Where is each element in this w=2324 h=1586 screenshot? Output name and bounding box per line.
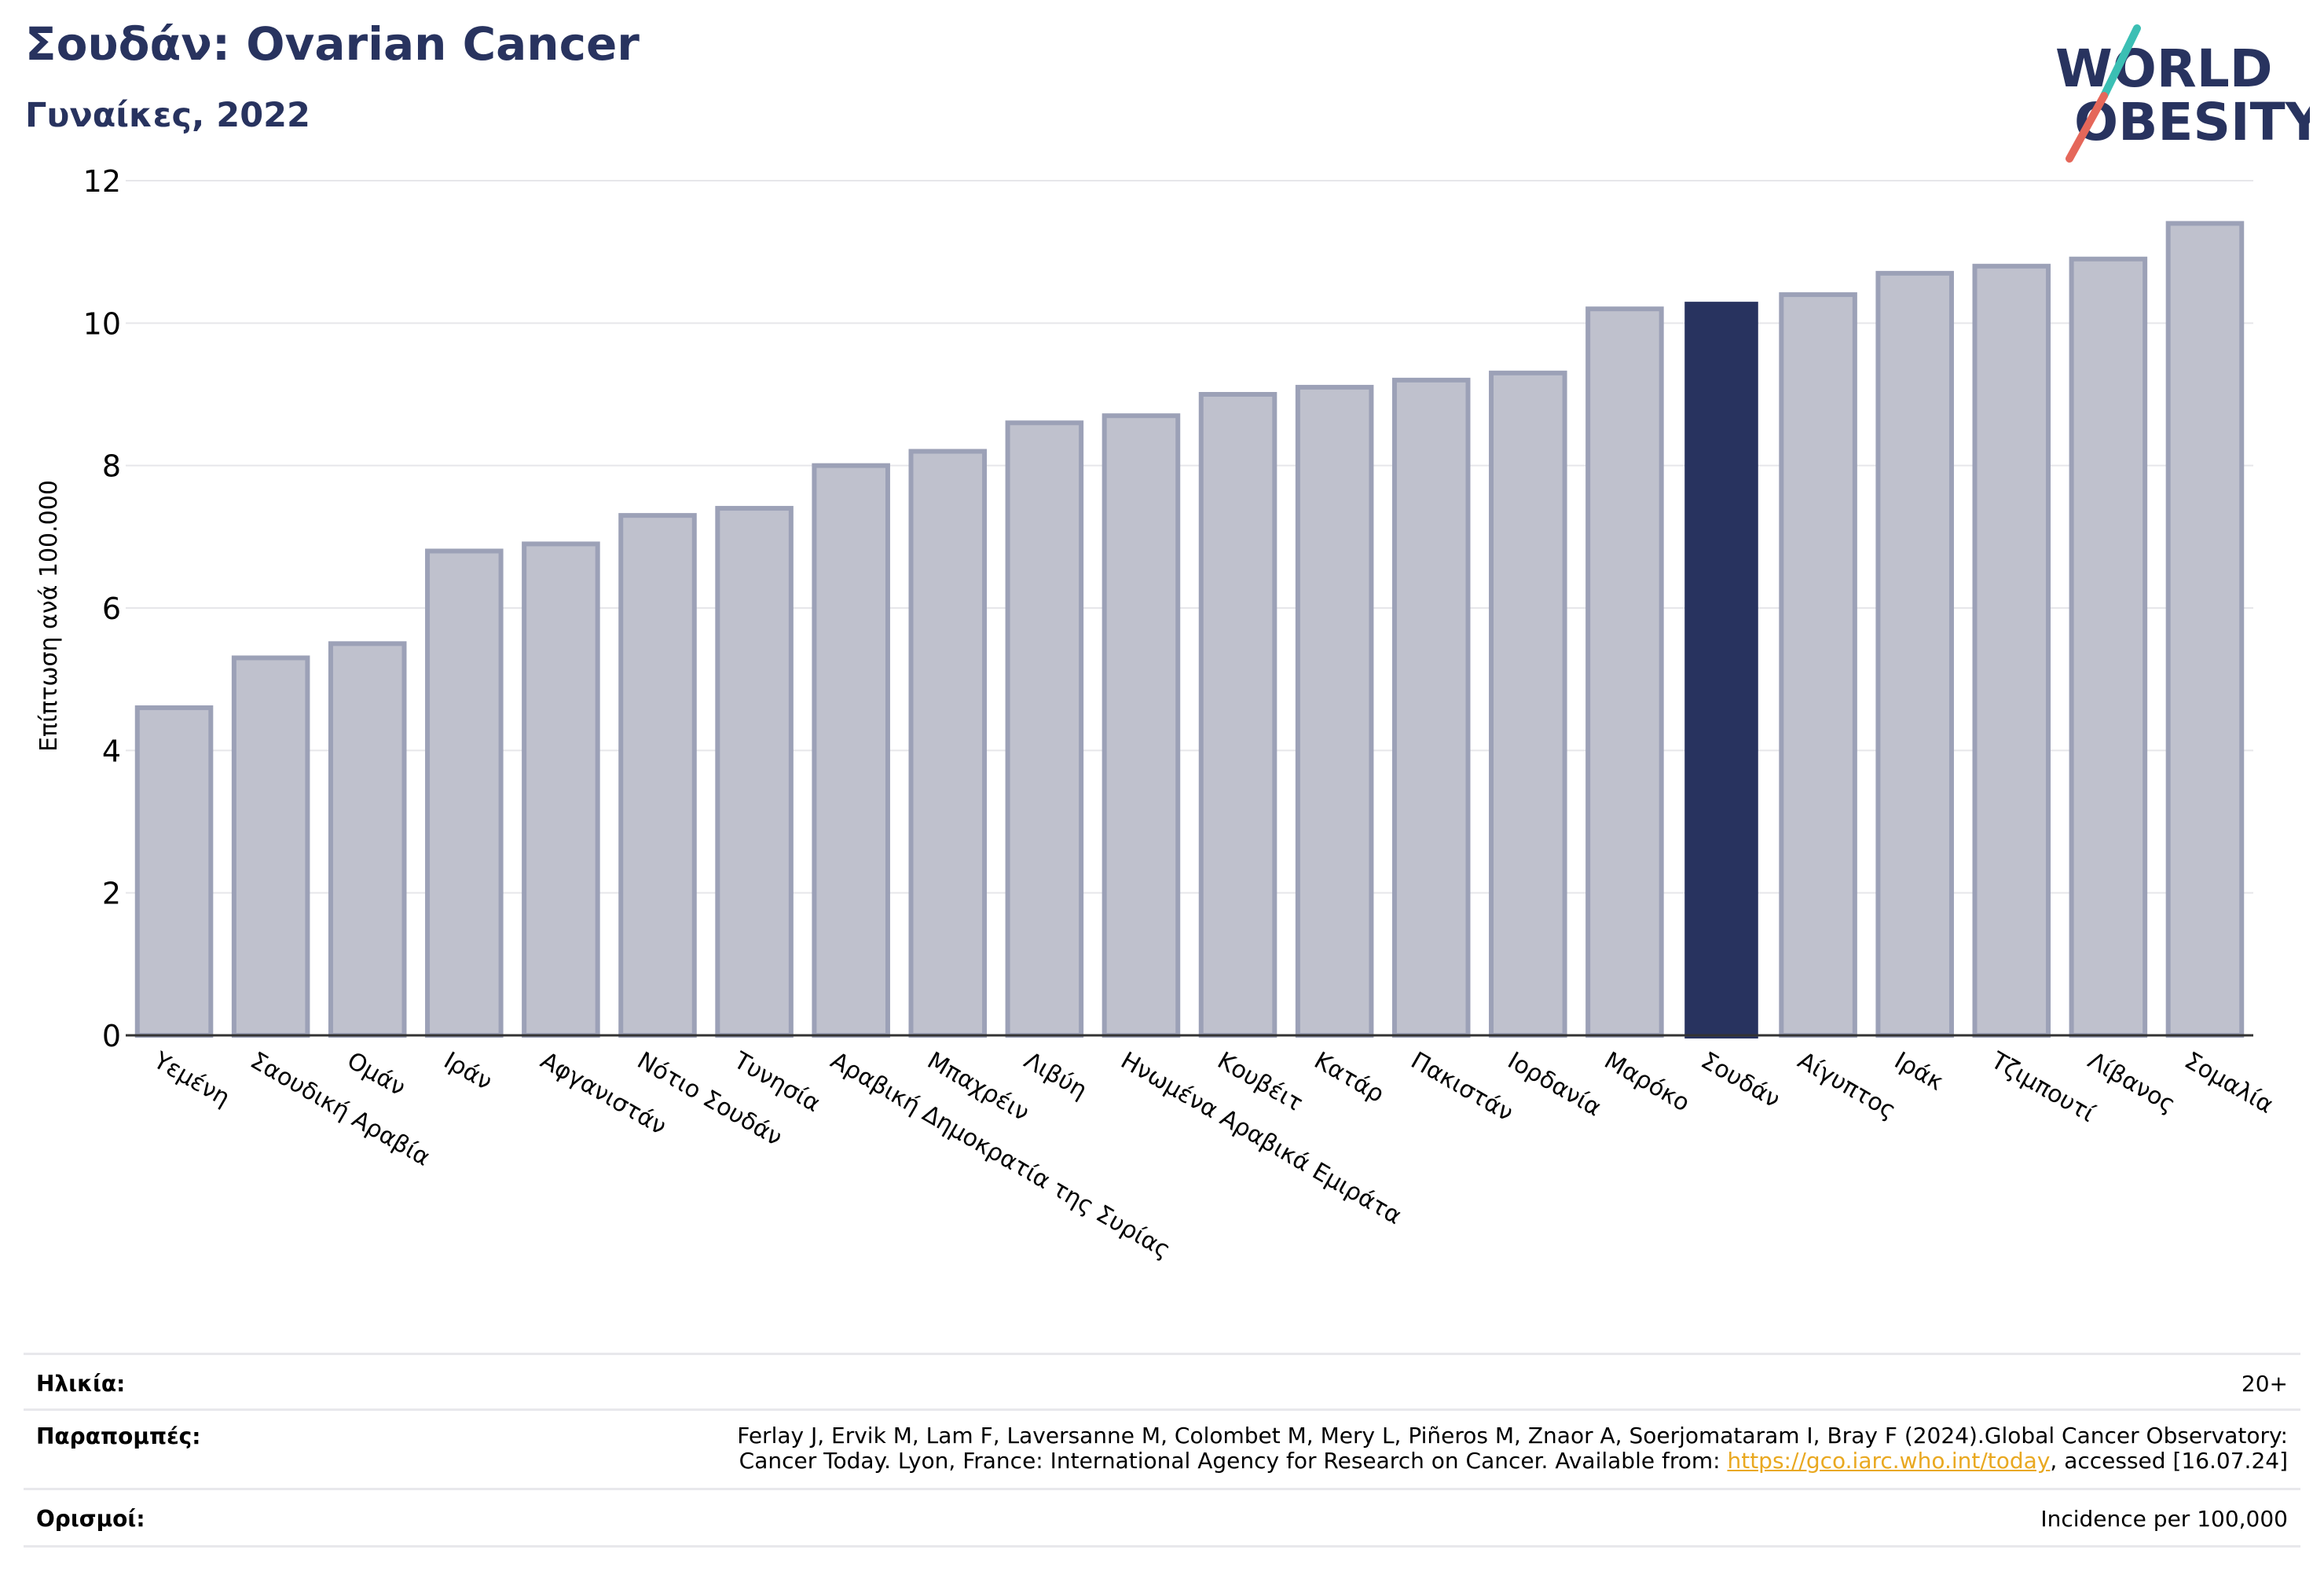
bar-highlight[interactable]	[1684, 302, 1758, 1039]
logo-slash-teal	[2100, 24, 2141, 100]
bar[interactable]	[1198, 392, 1277, 1038]
bar[interactable]	[328, 641, 407, 1038]
y-tick-label: 0	[102, 1019, 121, 1053]
x-tick-label: Μαρόκο	[1600, 1047, 1695, 1118]
x-tick-label: Σαουδική Αραβία	[246, 1047, 435, 1172]
y-tick-label: 10	[83, 306, 121, 341]
bar[interactable]	[1005, 420, 1084, 1038]
bar[interactable]	[1489, 370, 1567, 1038]
footer-row-definitions: Ορισμοί: Incidence per 100,000	[24, 1488, 2300, 1548]
x-tick-label: Κατάρ	[1310, 1047, 1389, 1108]
logo-line-2: OBESITY	[2074, 92, 2310, 152]
y-axis-title: Επίπτωση ανά 100.000	[35, 480, 63, 752]
bar[interactable]	[2069, 256, 2148, 1038]
chart-footer: Ηλικία: 20+ Παραπομπές: Ferlay J, Ervik …	[24, 1353, 2300, 1548]
bar[interactable]	[1779, 292, 1857, 1038]
references-label: Παραπομπές:	[36, 1423, 201, 1449]
x-tick-label: Σομαλία	[2179, 1047, 2278, 1119]
bar[interactable]	[1391, 377, 1471, 1038]
page-subtitle: Γυναίκες, 2022	[25, 96, 310, 135]
bar[interactable]	[908, 449, 988, 1038]
logo-line-1: WORLD	[2055, 38, 2273, 99]
y-tick-label: 12	[83, 164, 121, 199]
references-link[interactable]: https://gco.iarc.who.int/today	[1727, 1448, 2051, 1474]
y-axis-ticks: 0 2 4 6 8 10 12	[83, 164, 121, 1053]
bar[interactable]	[134, 705, 214, 1038]
page-title: Σουδάν: Ovarian Cancer	[25, 17, 640, 71]
y-tick-label: 4	[102, 734, 121, 768]
definitions-value: Incidence per 100,000	[2040, 1506, 2288, 1532]
bar[interactable]	[2165, 221, 2245, 1038]
logo-slash-coral	[2066, 92, 2108, 163]
references-value: Ferlay J, Ervik M, Lam F, Laversanne M, …	[737, 1423, 2288, 1474]
y-tick-label: 6	[102, 592, 121, 626]
references-line-1: Ferlay J, Ervik M, Lam F, Laversanne M, …	[737, 1423, 2288, 1449]
footer-row-references: Παραπομπές: Ferlay J, Ervik M, Lam F, La…	[24, 1408, 2300, 1488]
references-line-2-start: Cancer Today. Lyon, France: Internationa…	[739, 1448, 1728, 1474]
bar[interactable]	[715, 506, 794, 1038]
definitions-label: Ορισμοί:	[36, 1506, 145, 1532]
age-value: 20+	[2241, 1371, 2288, 1397]
bar[interactable]	[522, 541, 600, 1038]
bar[interactable]	[618, 513, 697, 1038]
bar[interactable]	[1102, 413, 1181, 1038]
x-tick-label: Ιράκ	[1890, 1047, 1948, 1097]
bar[interactable]	[812, 463, 890, 1038]
footer-row-age: Ηλικία: 20+	[24, 1353, 2300, 1408]
world-obesity-logo: WORLD OBESITY	[2055, 24, 2310, 163]
x-tick-label: Υεμένη	[148, 1046, 235, 1112]
bar[interactable]	[1875, 270, 1954, 1038]
references-line-2-end: , accessed [16.07.24]	[2050, 1448, 2288, 1474]
x-tick-label: Ομάν	[343, 1047, 410, 1102]
x-tick-label: Σουδάν	[1696, 1047, 1784, 1114]
bar[interactable]	[1585, 306, 1664, 1038]
x-tick-label: Αραβική Δημοκρατία της Συρίας	[826, 1047, 1175, 1265]
x-tick-label: Τζιμπουτί	[1985, 1046, 2099, 1128]
y-tick-label: 8	[102, 449, 121, 484]
x-tick-label: Λίβανος	[2083, 1047, 2179, 1119]
age-label: Ηλικία:	[36, 1371, 126, 1397]
bars	[134, 221, 2245, 1039]
x-tick-label: Λιβύη	[1019, 1047, 1091, 1104]
bar[interactable]	[1295, 384, 1374, 1038]
x-tick-label: Αίγυπτος	[1793, 1047, 1901, 1125]
bar[interactable]	[425, 548, 504, 1038]
x-tick-label: Ιορδανία	[1503, 1047, 1606, 1123]
x-tick-label: Πακιστάν	[1406, 1047, 1518, 1127]
bar[interactable]	[231, 655, 310, 1038]
x-tick-label: Ιράν	[439, 1047, 497, 1097]
bar[interactable]	[1972, 263, 2051, 1038]
y-tick-label: 2	[102, 877, 121, 911]
